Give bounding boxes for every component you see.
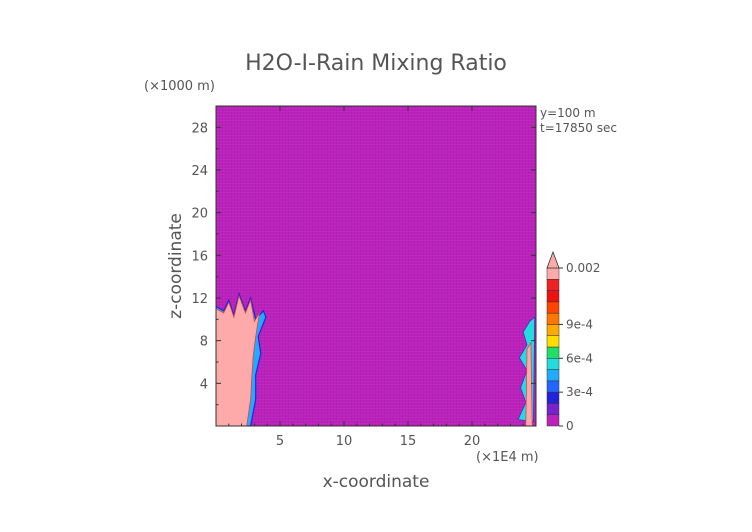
rain-region [525, 341, 533, 426]
colorbar-tick-label: 0.002 [566, 261, 600, 275]
x-tick-label: 20 [464, 434, 481, 449]
x-tick-label: 15 [400, 434, 417, 449]
colorbar-swatch [546, 324, 560, 336]
y-tick-label: 12 [191, 292, 208, 307]
y-tick-label: 20 [191, 207, 208, 222]
colorbar-swatch [546, 380, 560, 393]
rain-region [216, 294, 260, 426]
rain-regions [216, 291, 536, 426]
x-axis-ticks: 5 10 15 20 [228, 106, 524, 449]
plot-background [216, 106, 536, 426]
colorbar-swatch [546, 312, 560, 325]
colorbar-swatch [546, 335, 560, 348]
colorbar-swatch [546, 267, 560, 280]
y-tick-label: 28 [191, 121, 208, 136]
plot-frame [215, 105, 537, 427]
x-tick-label: 5 [276, 434, 284, 449]
x-axis-unit: (×1E4 m) [476, 450, 539, 465]
colorbar-tick-label: 0 [566, 419, 574, 433]
y-tick-label: 24 [191, 164, 208, 179]
y-tick-label: 4 [200, 377, 208, 392]
colorbar-swatch [546, 414, 560, 427]
colorbar-swatch [546, 346, 560, 359]
y-tick-label: 16 [191, 249, 208, 264]
colorbar-tick-label: 9e-4 [566, 317, 593, 331]
colorbar-swatch [546, 403, 560, 415]
y-tick-label: 8 [200, 335, 208, 350]
chart-title: H2O-I-Rain Mixing Ratio [245, 51, 507, 76]
colorbar: 0 3e-4 6e-4 9e-4 0.002 [546, 250, 600, 433]
colorbar-swatch [546, 369, 560, 382]
annotation-time: t=17850 sec [540, 121, 617, 135]
colorbar-extend-arrow [546, 250, 560, 269]
x-axis-label: x-coordinate [323, 472, 430, 492]
colorbar-swatch [546, 279, 560, 291]
y-axis-ticks: 4 8 12 16 20 24 28 [191, 121, 536, 406]
y-axis-unit: (×1000 m) [144, 79, 215, 94]
x-tick-label: 10 [336, 434, 353, 449]
colorbar-swatch [546, 301, 560, 314]
annotation-y-position: y=100 m [540, 106, 596, 120]
colorbar-tick-label: 3e-4 [566, 385, 593, 399]
colorbar-swatch [546, 290, 560, 303]
colorbar-swatch [546, 391, 560, 404]
colorbar-swatch [546, 358, 560, 370]
y-axis-label: z-coordinate [166, 213, 186, 319]
colorbar-tick-label: 6e-4 [566, 351, 593, 365]
